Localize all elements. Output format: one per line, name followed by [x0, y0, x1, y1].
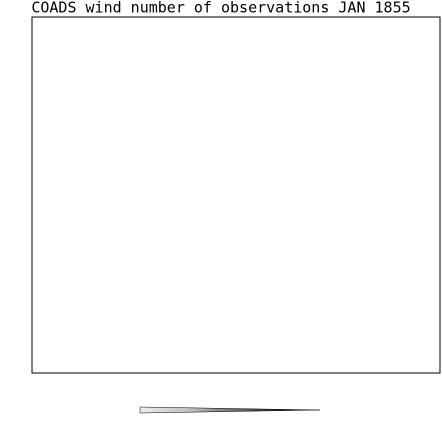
- colorbar: [139, 406, 321, 414]
- map-title: COADS wind number of observations JAN 18…: [31, 0, 410, 17]
- plot-frame: [31, 16, 441, 374]
